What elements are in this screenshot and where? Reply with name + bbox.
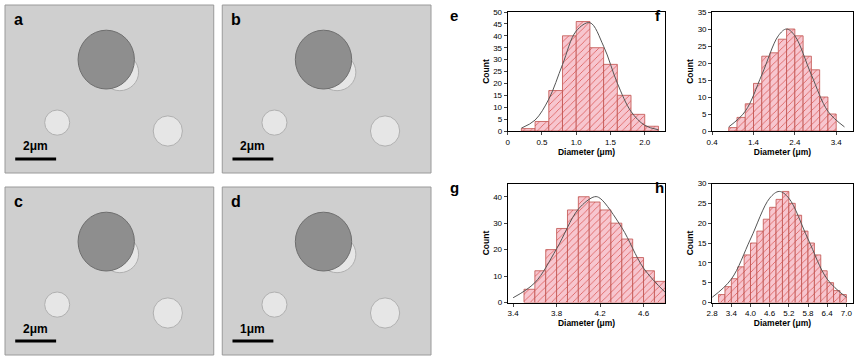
svg-text:30: 30 xyxy=(698,25,707,34)
svg-text:1μm: 1μm xyxy=(240,322,265,336)
svg-text:0: 0 xyxy=(498,127,503,136)
svg-text:1.4: 1.4 xyxy=(748,138,760,147)
svg-text:20: 20 xyxy=(698,59,707,68)
svg-text:0: 0 xyxy=(498,298,503,307)
svg-text:5: 5 xyxy=(498,115,503,124)
svg-text:40: 40 xyxy=(493,193,502,202)
svg-text:0.4: 0.4 xyxy=(707,138,719,147)
svg-text:Count: Count xyxy=(481,231,491,256)
svg-text:5.2: 5.2 xyxy=(783,309,795,318)
svg-text:2μm: 2μm xyxy=(23,322,48,336)
svg-text:3.8: 3.8 xyxy=(551,309,563,318)
svg-text:Count: Count xyxy=(685,59,695,84)
svg-text:30: 30 xyxy=(493,219,502,228)
svg-text:10: 10 xyxy=(493,272,502,281)
svg-text:f: f xyxy=(655,7,661,24)
svg-text:5: 5 xyxy=(702,110,707,119)
svg-text:2.8: 2.8 xyxy=(707,309,719,318)
svg-text:Diameter (μm): Diameter (μm) xyxy=(558,318,615,328)
svg-text:0: 0 xyxy=(505,138,510,147)
svg-text:4.0: 4.0 xyxy=(745,309,757,318)
svg-text:20: 20 xyxy=(493,79,502,88)
svg-text:2.0: 2.0 xyxy=(639,138,651,147)
svg-text:40: 40 xyxy=(493,32,502,41)
svg-text:Diameter (μm): Diameter (μm) xyxy=(754,147,811,157)
svg-text:15: 15 xyxy=(493,91,502,100)
svg-text:e: e xyxy=(450,7,458,24)
svg-text:4.6: 4.6 xyxy=(638,309,650,318)
svg-text:45: 45 xyxy=(493,20,502,29)
svg-text:5: 5 xyxy=(702,278,707,287)
svg-text:20: 20 xyxy=(493,245,502,254)
svg-text:2.4: 2.4 xyxy=(789,138,801,147)
svg-text:30: 30 xyxy=(493,55,502,64)
svg-text:7.0: 7.0 xyxy=(841,309,853,318)
svg-text:25: 25 xyxy=(698,199,707,208)
svg-text:3.4: 3.4 xyxy=(726,309,738,318)
svg-text:4.6: 4.6 xyxy=(764,309,776,318)
svg-text:0: 0 xyxy=(702,298,707,307)
svg-text:10: 10 xyxy=(698,93,707,102)
svg-text:50: 50 xyxy=(493,8,502,17)
svg-text:30: 30 xyxy=(698,179,707,188)
svg-text:10: 10 xyxy=(493,103,502,112)
svg-text:4.2: 4.2 xyxy=(595,309,607,318)
svg-text:3.4: 3.4 xyxy=(831,138,843,147)
svg-text:d: d xyxy=(231,193,241,210)
svg-text:1.0: 1.0 xyxy=(571,138,583,147)
svg-text:h: h xyxy=(655,179,664,196)
svg-text:10: 10 xyxy=(698,259,707,268)
svg-text:20: 20 xyxy=(698,219,707,228)
svg-text:Diameter (μm): Diameter (μm) xyxy=(558,147,615,157)
svg-text:6.4: 6.4 xyxy=(822,309,834,318)
svg-text:2μm: 2μm xyxy=(23,139,48,153)
svg-text:5.8: 5.8 xyxy=(802,309,814,318)
svg-text:c: c xyxy=(14,193,23,210)
svg-text:b: b xyxy=(231,11,241,28)
svg-text:Count: Count xyxy=(481,59,491,84)
svg-text:1.5: 1.5 xyxy=(605,138,617,147)
svg-text:25: 25 xyxy=(493,67,502,76)
svg-text:Diameter (μm): Diameter (μm) xyxy=(754,318,811,328)
svg-text:2μm: 2μm xyxy=(240,139,265,153)
svg-text:0: 0 xyxy=(702,127,707,136)
svg-text:g: g xyxy=(450,179,459,196)
svg-text:35: 35 xyxy=(698,8,707,17)
svg-text:a: a xyxy=(14,11,23,28)
svg-text:15: 15 xyxy=(698,239,707,248)
svg-text:15: 15 xyxy=(698,76,707,85)
svg-text:3.4: 3.4 xyxy=(508,309,520,318)
svg-text:35: 35 xyxy=(493,44,502,53)
svg-text:0.5: 0.5 xyxy=(536,138,548,147)
svg-text:25: 25 xyxy=(698,42,707,51)
svg-text:Count: Count xyxy=(685,231,695,256)
